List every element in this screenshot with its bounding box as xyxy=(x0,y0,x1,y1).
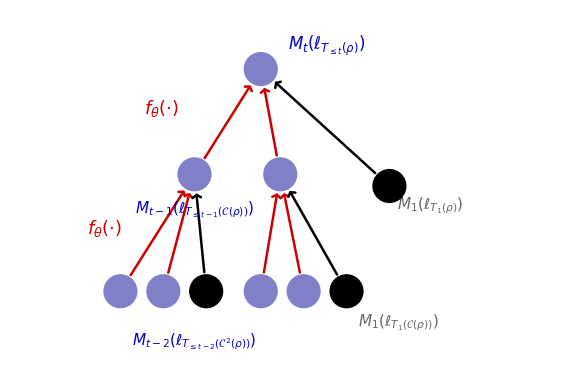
Circle shape xyxy=(330,275,363,308)
Text: $f_\theta(\cdot)$: $f_\theta(\cdot)$ xyxy=(87,218,122,239)
Text: $M_1(\ell_{T_1(\mathcal{C}(\rho))})$: $M_1(\ell_{T_1(\mathcal{C}(\rho))})$ xyxy=(358,312,439,333)
Text: $M_1(\ell_{T_1(\rho)})$: $M_1(\ell_{T_1(\rho)})$ xyxy=(397,195,463,216)
Text: $f_\theta(\cdot)$: $f_\theta(\cdot)$ xyxy=(144,97,179,119)
Circle shape xyxy=(287,275,320,308)
Circle shape xyxy=(104,275,137,308)
Text: $M_{t-1}(\ell_{T_{\leq t-1}(\mathcal{C}(\rho))})$: $M_{t-1}(\ell_{T_{\leq t-1}(\mathcal{C}(… xyxy=(135,199,254,220)
Text: $M_t(\ell_{T_{\leq t}(\rho)})$: $M_t(\ell_{T_{\leq t}(\rho)})$ xyxy=(288,33,365,58)
Circle shape xyxy=(244,53,277,86)
Circle shape xyxy=(264,158,296,191)
Circle shape xyxy=(373,170,406,202)
Circle shape xyxy=(178,158,211,191)
Circle shape xyxy=(147,275,180,308)
Circle shape xyxy=(190,275,223,308)
Circle shape xyxy=(244,275,277,308)
Text: $M_{t-2}(\ell_{T_{\leq t-2}(\mathcal{C}^2(\rho))})$: $M_{t-2}(\ell_{T_{\leq t-2}(\mathcal{C}^… xyxy=(132,331,257,352)
